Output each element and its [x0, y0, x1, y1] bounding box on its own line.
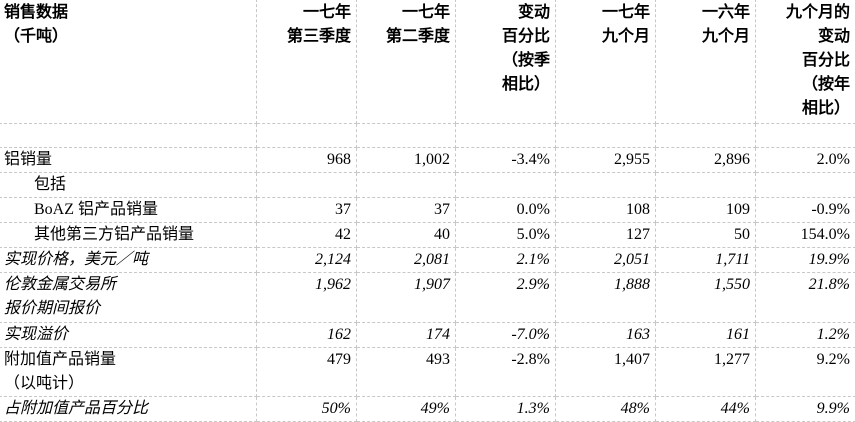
row-value: 161: [656, 323, 756, 348]
row-value: 1.3%: [456, 397, 556, 422]
row-value: 108: [556, 198, 656, 223]
row-label: 其他第三方铝产品销量: [0, 223, 257, 248]
header-qoq-change: 变动 百分比 （按季 相比）: [456, 0, 556, 124]
header-row: 销售数据 （千吨） 一七年 第三季度 一七年 第二季度 变动 百分比 （按季 相…: [0, 0, 855, 124]
row-value: [357, 173, 456, 198]
table-row: 包括: [0, 173, 855, 198]
row-value: 9.2%: [756, 348, 855, 397]
row-value: 1,407: [556, 348, 656, 397]
row-value: 1,002: [357, 148, 456, 173]
header-9m-2016: 一六年 九个月: [656, 0, 756, 124]
row-value: 2,124: [257, 248, 357, 273]
row-value: 479: [257, 348, 357, 397]
row-value: -7.0%: [456, 323, 556, 348]
row-value: 50%: [257, 397, 357, 422]
row-value: 174: [357, 323, 456, 348]
row-value: 2.9%: [456, 273, 556, 323]
row-value: 2.1%: [456, 248, 556, 273]
row-value: 21.8%: [756, 273, 855, 323]
row-value: -0.9%: [756, 198, 855, 223]
row-value: [456, 173, 556, 198]
row-value: 40: [357, 223, 456, 248]
row-value: -2.8%: [456, 348, 556, 397]
row-value: [556, 173, 656, 198]
row-value: 42: [257, 223, 357, 248]
row-value: [257, 173, 357, 198]
row-value: 1,907: [357, 273, 456, 323]
row-value: 1,888: [556, 273, 656, 323]
row-value: 2,955: [556, 148, 656, 173]
row-value: 44%: [656, 397, 756, 422]
spacer-row: [0, 124, 855, 148]
row-value: 154.0%: [756, 223, 855, 248]
row-value: 2,896: [656, 148, 756, 173]
row-value: 37: [257, 198, 357, 223]
row-value: 48%: [556, 397, 656, 422]
row-value: 19.9%: [756, 248, 855, 273]
row-value: 9.9%: [756, 397, 855, 422]
row-value: 0.0%: [456, 198, 556, 223]
row-value: 2,051: [556, 248, 656, 273]
row-value: 1.2%: [756, 323, 855, 348]
row-label: 实现价格，美元／吨: [0, 248, 257, 273]
row-value: 1,550: [656, 273, 756, 323]
header-q3-2017: 一七年 第三季度: [257, 0, 357, 124]
row-label: BoAZ 铝产品销量: [0, 198, 257, 223]
row-value: 162: [257, 323, 357, 348]
header-q2-2017: 一七年 第二季度: [357, 0, 456, 124]
row-value: 49%: [357, 397, 456, 422]
row-value: 1,962: [257, 273, 357, 323]
row-value: 127: [556, 223, 656, 248]
row-value: 37: [357, 198, 456, 223]
row-label: 伦敦金属交易所 报价期间报价: [0, 273, 257, 323]
row-label: 占附加值产品百分比: [0, 397, 257, 422]
row-value: 493: [357, 348, 456, 397]
row-value: 5.0%: [456, 223, 556, 248]
row-value: 109: [656, 198, 756, 223]
header-9m-2017: 一七年 九个月: [556, 0, 656, 124]
row-value: 2,081: [357, 248, 456, 273]
row-value: 1,277: [656, 348, 756, 397]
row-label: 附加值产品销量 （以吨计）: [0, 348, 257, 397]
row-value: 2.0%: [756, 148, 855, 173]
row-label: 包括: [0, 173, 257, 198]
row-value: [756, 173, 855, 198]
header-label: 销售数据 （千吨）: [0, 0, 257, 124]
row-value: [656, 173, 756, 198]
row-value: 163: [556, 323, 656, 348]
row-label: 实现溢价: [0, 323, 257, 348]
row-value: 50: [656, 223, 756, 248]
header-yoy-change: 九个月的 变动 百分比 （按年 相比）: [756, 0, 855, 124]
row-label: 铝销量: [0, 148, 257, 173]
row-value: 968: [257, 148, 357, 173]
row-value: 1,711: [656, 248, 756, 273]
row-value: -3.4%: [456, 148, 556, 173]
